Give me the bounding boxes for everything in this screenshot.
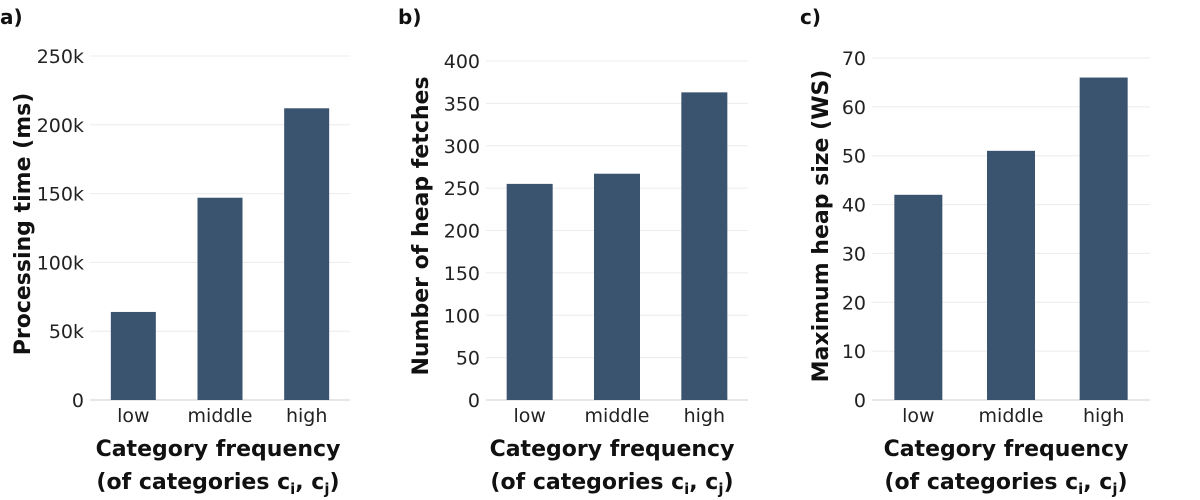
y-tick-label: 200 — [444, 221, 480, 243]
bar-high — [1079, 77, 1128, 401]
y-tick-label: 0 — [854, 390, 866, 412]
y-tick-label: 250k — [37, 46, 84, 68]
x-axis-title-line2: (of categories ci, cj) — [490, 470, 733, 498]
panel-letter: b) — [398, 5, 421, 29]
x-axis-title-part: (of categories c — [884, 470, 1078, 495]
x-axis-title-line1: Category frequency — [96, 437, 341, 462]
x-axis-title-line1: Category frequency — [490, 437, 735, 462]
x-axis-title-subscript: j — [1111, 480, 1117, 498]
x-tick-label: low — [513, 405, 545, 427]
y-tick-label: 350 — [444, 93, 480, 115]
bar-middle — [594, 173, 640, 400]
bar-low — [506, 183, 553, 400]
y-tick-label: 300 — [444, 136, 480, 158]
bar-middle — [197, 197, 243, 400]
chart-panel-3: c) 0 10 20 30 40 50 60 70 low middle high Maximum he… — [800, 5, 1150, 498]
y-tick-label: 100 — [444, 305, 480, 327]
x-tick-label: middle — [585, 405, 650, 427]
x-axis-title-subscript: i — [684, 480, 689, 498]
x-axis-title-subscript: i — [1078, 480, 1083, 498]
bar-middle — [987, 150, 1035, 400]
y-tick-label: 150k — [37, 184, 84, 206]
y-tick-label: 250 — [444, 178, 480, 200]
x-axis-title-subscript: j — [323, 480, 329, 498]
y-tick-label: 30 — [842, 243, 866, 265]
x-tick-label: high — [286, 405, 327, 427]
x-axis-title-part: ) — [1118, 470, 1128, 495]
x-axis-title-line2: (of categories ci, cj) — [96, 470, 339, 498]
x-tick-label: middle — [979, 405, 1044, 427]
panel-letter: c) — [800, 5, 821, 29]
y-tick-label: 70 — [842, 48, 866, 70]
y-axis-title: Processing time (ms) — [11, 93, 36, 356]
y-tick-label: 50 — [842, 146, 866, 168]
x-axis-title-part: , c — [295, 470, 324, 495]
x-axis-title-part: ) — [330, 470, 340, 495]
panel-letter: a) — [0, 5, 23, 29]
y-tick-label: 200k — [37, 115, 84, 137]
y-tick-label: 0 — [468, 390, 480, 412]
x-axis-title-subscript: i — [290, 480, 295, 498]
x-axis-title-part: (of categories c — [96, 470, 290, 495]
y-tick-label: 50 — [456, 348, 480, 370]
y-tick-label: 100k — [37, 252, 84, 274]
bar-low — [110, 311, 156, 400]
chart-panel-1: a) 0 50k 100k 150k 200k 250k low middle high Proce… — [0, 5, 350, 498]
x-axis-title-line2: (of categories ci, cj) — [884, 470, 1127, 498]
x-axis-title-part: , c — [689, 470, 718, 495]
bar-high — [284, 108, 330, 401]
y-tick-label: 40 — [842, 195, 866, 217]
y-tick-label: 150 — [444, 263, 480, 285]
y-tick-label: 400 — [444, 51, 480, 73]
y-tick-label: 50k — [49, 321, 84, 343]
y-tick-label: 0 — [72, 390, 84, 412]
bar-low — [894, 194, 943, 400]
y-axis-title: Maximum heap size (WS) — [809, 70, 834, 383]
x-tick-label: low — [902, 405, 934, 427]
y-tick-label: 20 — [842, 292, 866, 314]
y-tick-label: 10 — [842, 341, 866, 363]
x-tick-label: middle — [188, 405, 253, 427]
x-tick-label: low — [117, 405, 149, 427]
x-tick-label: high — [1083, 405, 1124, 427]
x-tick-label: high — [684, 405, 725, 427]
x-axis-title-part: , c — [1083, 470, 1112, 495]
x-axis-title-part: (of categories c — [490, 470, 684, 495]
x-axis-title-subscript: j — [717, 480, 723, 498]
chart-panel-2: b) 0 50 100 150 200 250 300 350 400 low middle high N… — [398, 5, 748, 498]
x-axis-title-line1: Category frequency — [884, 437, 1129, 462]
y-tick-label: 60 — [842, 97, 866, 119]
y-axis-title: Number of heap fetches — [409, 76, 434, 375]
bar-high — [681, 92, 728, 401]
x-axis-title-part: ) — [724, 470, 734, 495]
